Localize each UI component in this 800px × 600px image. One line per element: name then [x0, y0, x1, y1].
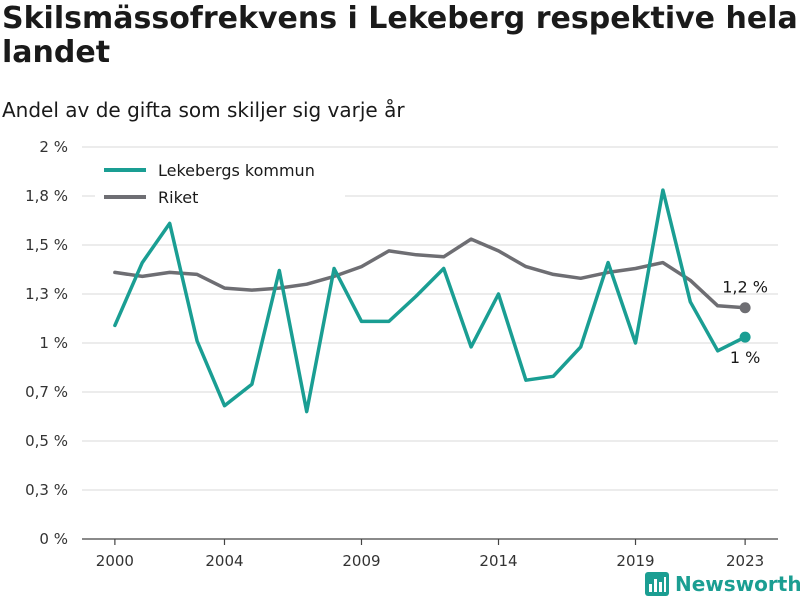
bar-chart-logo-icon — [645, 572, 669, 596]
end-point-riket — [739, 302, 751, 314]
x-tick-label: 2004 — [205, 552, 243, 570]
y-tick-label: 0,7 % — [25, 383, 68, 401]
legend-label: Lekebergs kommun — [158, 161, 315, 180]
y-tick-label: 0 % — [39, 530, 68, 548]
legend-label: Riket — [158, 188, 198, 207]
end-label-lekeberg: 1 % — [730, 348, 760, 367]
end-point-lekeberg — [739, 331, 751, 343]
series-line-riket — [113, 237, 747, 310]
grid-lines — [82, 146, 778, 491]
y-tick-label: 1,8 % — [25, 187, 68, 205]
newsworthy-logo: Newsworthy — [645, 570, 800, 598]
series-line-lekeberg — [113, 188, 747, 414]
y-tick-label: 1,3 % — [25, 285, 68, 303]
y-tick-label: 0,5 % — [25, 432, 68, 450]
end-label-riket: 1,2 % — [722, 278, 768, 297]
series-lines — [113, 188, 751, 414]
y-tick-label: 0,3 % — [25, 481, 68, 499]
axes: 0 % 0,3 % 0,5 % 0,7 % 1 % 1,3 % 1,5 % 1,8 % 2 % 2… — [25, 138, 778, 570]
y-tick-label: 1 % — [39, 334, 68, 352]
y-tick-label: 1,5 % — [25, 236, 68, 254]
x-tick-label: 2023 — [726, 552, 764, 570]
x-tick-label: 2019 — [616, 552, 654, 570]
logo-text: Newsworthy — [675, 572, 800, 596]
x-tick-label: 2000 — [96, 552, 134, 570]
x-tick-label: 2009 — [342, 552, 380, 570]
chart-subtitle: Andel av de gifta som skiljer sig varje … — [2, 98, 405, 122]
chart-title: Skilsmässofrekvens i Lekeberg respektive… — [2, 1, 798, 70]
end-labels: 1,2 % 1 % — [722, 278, 768, 367]
legend: Lekebergs kommun Riket — [95, 156, 345, 212]
legend-background — [95, 156, 345, 212]
x-tick-label: 2014 — [479, 552, 517, 570]
y-tick-label: 2 % — [39, 138, 68, 156]
